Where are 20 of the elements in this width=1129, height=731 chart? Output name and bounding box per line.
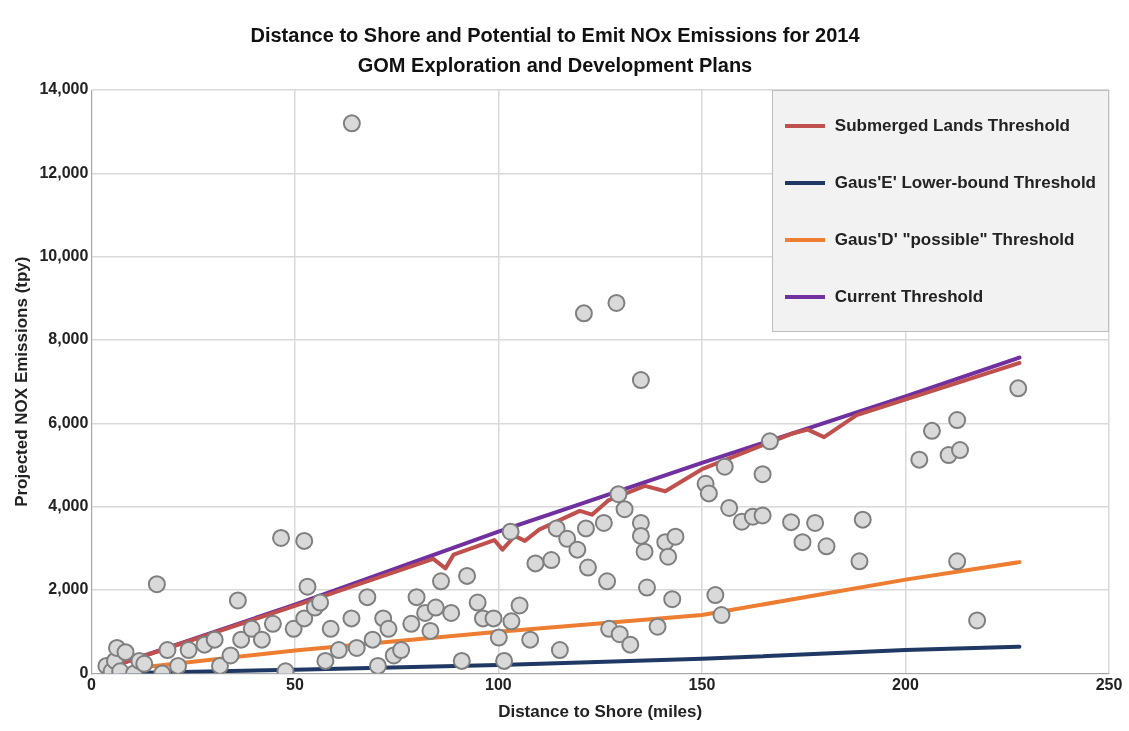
y-tick-label: 2,000 [48,580,89,598]
legend-label: Gaus'D' "possible" Threshold [834,229,1075,250]
y-tick-label: 12,000 [39,163,89,181]
x-axis-title: Distance to Shore (miles) [498,702,703,722]
legend-label: Submerged Lands Threshold [834,115,1070,136]
x-tick-label: 200 [892,676,919,694]
y-tick-label: 6,000 [48,413,89,431]
x-tick-label: 150 [688,676,716,694]
x-tick-label: 100 [485,676,512,694]
y-tick-label: 14,000 [39,80,89,98]
chart-title: Distance to Shore and Potential to Emit NOx Emissions for 2014 GOM Exploration and Development Plans [250,23,860,78]
x-tick-label: 50 [285,676,304,694]
y-tick-label: 8,000 [48,330,89,348]
y-tick-label: 10,000 [39,247,89,265]
legend-label: Current Threshold [834,286,984,307]
y-axis-title: Projected NOX Emissions (tpy) [11,256,31,507]
x-tick-label: 250 [1095,676,1123,694]
y-tick-label: 4,000 [48,497,89,515]
legend-label: Gaus'E' Lower-bound Threshold [834,172,1096,193]
y-tick-label: 0 [79,663,89,681]
